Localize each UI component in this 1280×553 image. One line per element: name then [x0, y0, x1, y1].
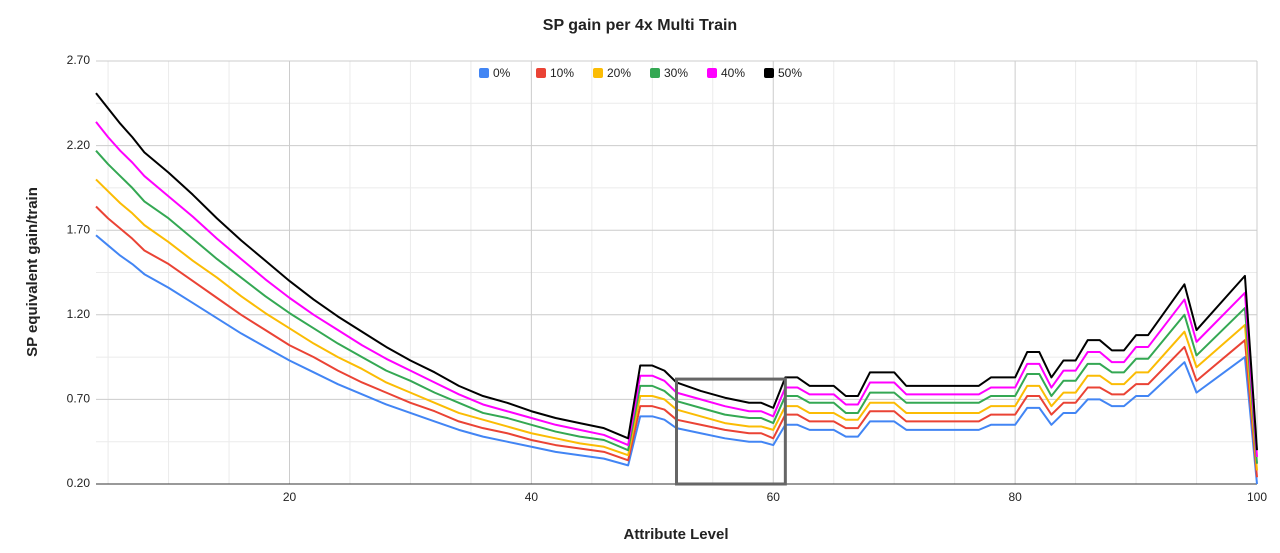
legend-swatch	[764, 68, 774, 78]
legend-swatch	[536, 68, 546, 78]
legend-swatch	[479, 68, 489, 78]
y-tick-label: 2.20	[67, 138, 91, 152]
x-tick-label: 40	[525, 490, 539, 504]
y-tick-label: 2.70	[67, 53, 91, 67]
legend-swatch	[650, 68, 660, 78]
y-axis-label: SP equivalent gain/train	[24, 187, 41, 357]
chart-title: SP gain per 4x Multi Train	[543, 17, 737, 34]
highlight-box	[675, 377, 787, 486]
legend-swatch	[707, 68, 717, 78]
x-tick-label: 60	[767, 490, 781, 504]
data-line	[95, 92, 1258, 451]
legend-label: 50%	[778, 66, 802, 80]
data-line	[95, 150, 1258, 464]
data-line	[95, 234, 1258, 485]
y-tick-label: 0.20	[67, 476, 91, 490]
data-line	[95, 178, 1258, 471]
x-tick-label: 100	[1247, 490, 1267, 504]
x-tick-label: 20	[283, 490, 297, 504]
legend-label: 20%	[607, 66, 631, 80]
legend-label: 0%	[493, 66, 511, 80]
legend-label: 30%	[664, 66, 688, 80]
legend-swatch	[593, 68, 603, 78]
y-tick-label: 1.20	[67, 307, 91, 321]
data-line	[95, 205, 1258, 478]
y-tick-label: 1.70	[67, 222, 91, 236]
legend-label: 10%	[550, 66, 574, 80]
legend-label: 40%	[721, 66, 745, 80]
x-axis-label: Attribute Level	[623, 526, 728, 543]
x-tick-label: 80	[1008, 490, 1022, 504]
data-line	[95, 121, 1258, 458]
y-tick-label: 0.70	[67, 392, 91, 406]
